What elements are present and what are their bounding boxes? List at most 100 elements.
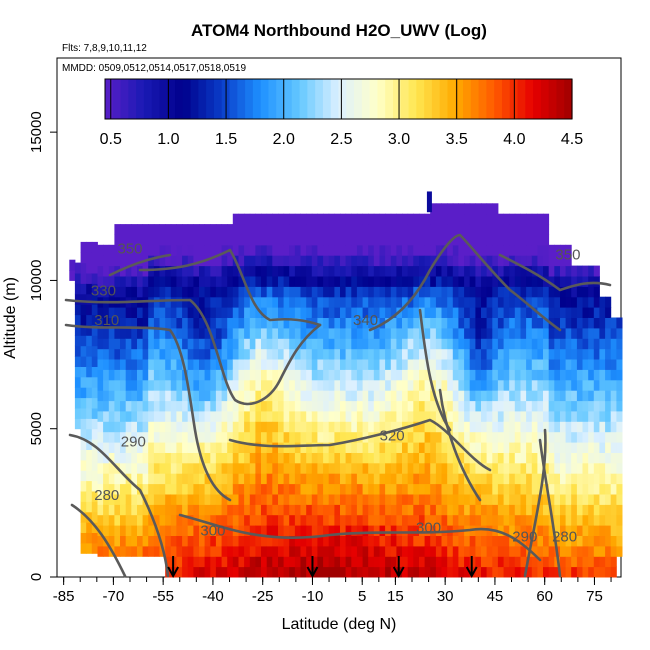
heatmap-cell (227, 514, 234, 526)
colorbar-cell (105, 79, 114, 119)
heatmap-cell (182, 566, 189, 578)
heatmap-cell (221, 338, 228, 350)
heatmap-cell (413, 379, 420, 391)
heatmap-cell (537, 224, 544, 235)
heatmap-cell (576, 545, 583, 557)
heatmap-cell (142, 545, 149, 557)
heatmap-cell (294, 483, 301, 495)
heatmap-cell (306, 442, 313, 453)
heatmap-cell (548, 307, 555, 318)
heatmap-cell (227, 307, 234, 318)
heatmap-cell (514, 483, 521, 495)
heatmap-cell (497, 473, 504, 485)
heatmap-cell (435, 514, 442, 526)
heatmap-cell (199, 369, 206, 381)
colorbar-tick-label: 0.5 (100, 131, 122, 148)
heatmap-cell (554, 338, 561, 350)
heatmap-cell (153, 296, 160, 308)
heatmap-cell (593, 535, 600, 547)
heatmap-cell (599, 483, 606, 495)
heatmap-cell (204, 400, 211, 412)
heatmap-cell (520, 255, 527, 267)
heatmap-cell (492, 348, 499, 360)
heatmap-cell (182, 296, 189, 308)
heatmap-cell (114, 369, 121, 381)
colorbar-cell (525, 79, 534, 119)
heatmap-cell (210, 276, 217, 287)
heatmap-cell (148, 514, 155, 526)
heatmap-cell (565, 545, 572, 557)
heatmap-cell (131, 473, 138, 485)
heatmap-cell (176, 369, 183, 381)
heatmap-cell (334, 410, 341, 422)
heatmap-cell (125, 359, 132, 370)
heatmap-cell (193, 359, 200, 370)
heatmap-cell (238, 421, 245, 433)
heatmap-cell (334, 265, 341, 277)
heatmap-cell (86, 470, 93, 482)
heatmap-cell (153, 545, 160, 557)
heatmap-cell (475, 410, 482, 422)
heatmap-cell (193, 379, 200, 391)
heatmap-cell (452, 276, 459, 287)
heatmap-cell (503, 296, 510, 308)
heatmap-cell (80, 366, 87, 378)
heatmap-cell (548, 255, 555, 267)
heatmap-cell (351, 494, 358, 505)
heatmap-cell (514, 545, 521, 557)
heatmap-cell (481, 421, 488, 433)
heatmap-cell (565, 452, 572, 464)
heatmap-cell (402, 244, 409, 256)
heatmap-cell (430, 338, 437, 350)
heatmap-cell (503, 535, 510, 547)
heatmap-cell (300, 307, 307, 318)
heatmap-cell (599, 369, 606, 381)
heatmap-cell (244, 473, 251, 485)
colorbar-cell (494, 79, 503, 119)
heatmap-cell (103, 483, 110, 495)
heatmap-cell (396, 462, 403, 474)
heatmap-cell (300, 442, 307, 453)
heatmap-cell (526, 307, 533, 318)
heatmap-cell (165, 338, 172, 350)
heatmap-cell (182, 452, 189, 464)
heatmap-cell (390, 400, 397, 412)
heatmap-cell (464, 535, 471, 547)
heatmap-cell (153, 421, 160, 433)
heatmap-cell (120, 525, 127, 536)
heatmap-cell (159, 494, 166, 505)
heatmap-cell (413, 514, 420, 526)
heatmap-cell (458, 483, 465, 495)
colorbar-cell (564, 79, 573, 119)
heatmap-cell (323, 286, 330, 298)
heatmap-cell (396, 348, 403, 360)
heatmap-cell (492, 369, 499, 381)
heatmap-cell (221, 504, 228, 516)
heatmap-cell (605, 390, 612, 402)
heatmap-cell (385, 276, 392, 287)
heatmap-cell (289, 442, 296, 453)
heatmap-cell (481, 338, 488, 350)
heatmap-cell (199, 296, 206, 308)
heatmap-cell (300, 410, 307, 422)
heatmap-cell (215, 566, 222, 578)
heatmap-cell (153, 359, 160, 370)
heatmap-cell (182, 307, 189, 318)
heatmap-cell (419, 379, 426, 391)
heatmap-cell (413, 327, 420, 339)
heatmap-cell (278, 255, 285, 267)
heatmap-cell (503, 327, 510, 339)
heatmap-cell (283, 462, 290, 474)
heatmap-cell (351, 317, 358, 329)
heatmap-cell (526, 473, 533, 485)
heatmap-cell (368, 348, 375, 360)
heatmap-cell (548, 286, 555, 298)
heatmap-cell (571, 442, 578, 453)
heatmap-cell (481, 545, 488, 557)
heatmap-cell (576, 431, 583, 443)
heatmap-cell (407, 494, 414, 505)
heatmap-cell (232, 535, 239, 547)
heatmap-cell (492, 255, 499, 267)
heatmap-cell (137, 338, 144, 350)
heatmap-cell (187, 348, 194, 360)
